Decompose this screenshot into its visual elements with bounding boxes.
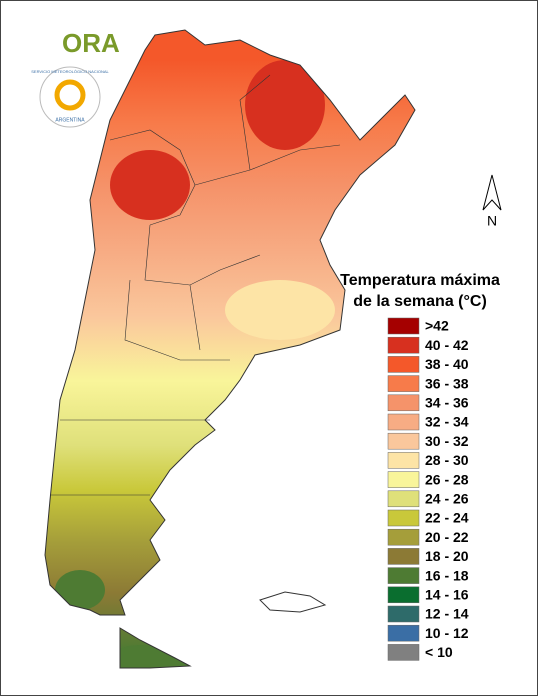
province-borders: [50, 74, 341, 496]
legend-swatch: [387, 317, 420, 335]
legend-swatch: [387, 452, 420, 469]
north-label: N: [487, 213, 497, 229]
hot-zone: [245, 60, 325, 150]
legend-label: 14 - 16: [425, 587, 469, 603]
legend-swatch: [387, 490, 420, 508]
legend: Temperatura máxima de la semana (°C) >42 40…: [340, 272, 500, 661]
legend-label: 32 - 34: [425, 414, 469, 430]
legend-label: 34 - 36: [425, 395, 469, 411]
legend-swatch: [387, 509, 420, 527]
legend-swatch: [387, 586, 420, 604]
legend-swatch: [387, 394, 420, 412]
legend-label: 40 - 42: [425, 337, 469, 353]
hot-zone: [110, 150, 190, 220]
cool-zone: [115, 645, 165, 665]
legend-swatch: [387, 356, 420, 373]
seal-text: SERVICIO METEOROLÓGICO NACIONAL: [31, 69, 109, 74]
cool-zone: [55, 570, 105, 610]
legend-swatch: [387, 432, 420, 450]
legend-swatch: [387, 644, 420, 661]
legend-swatch: [387, 624, 420, 642]
seal-country: ARGENTINA: [55, 117, 85, 123]
legend-label: < 10: [425, 644, 453, 660]
north-arrow: [482, 174, 502, 211]
legend-swatch: [387, 548, 420, 565]
legend-title: de la semana (°C): [353, 293, 487, 310]
legend-swatch: [387, 336, 420, 354]
legend-swatch: [387, 567, 420, 584]
legend-label: 28 - 30: [425, 452, 469, 468]
legend-label: >42: [425, 318, 449, 334]
legend-label: 38 - 40: [425, 356, 469, 372]
seal: [39, 66, 101, 128]
mild-zone: [225, 280, 335, 340]
legend-label: 22 - 24: [425, 510, 469, 526]
legend-label: 36 - 38: [425, 375, 469, 391]
legend-label: 30 - 32: [425, 433, 469, 449]
legend-label: 10 - 12: [425, 625, 469, 641]
legend-label: 12 - 14: [425, 606, 469, 622]
legend-label: 26 - 28: [425, 471, 469, 487]
seal-icon: [54, 79, 86, 111]
islands: [259, 591, 327, 613]
legend-swatch: [387, 413, 420, 431]
legend-label: 18 - 20: [425, 548, 469, 564]
legend-label: 24 - 26: [425, 491, 469, 507]
legend-label: 16 - 18: [425, 567, 469, 583]
logo-text: ORA: [62, 28, 120, 58]
legend-swatch: [387, 528, 420, 546]
legend-swatch: [387, 471, 420, 488]
legend-swatch: [387, 605, 420, 623]
legend-title: Temperatura máxima: [340, 272, 500, 289]
legend-label: 20 - 22: [425, 529, 469, 545]
legend-swatch: [387, 375, 420, 392]
